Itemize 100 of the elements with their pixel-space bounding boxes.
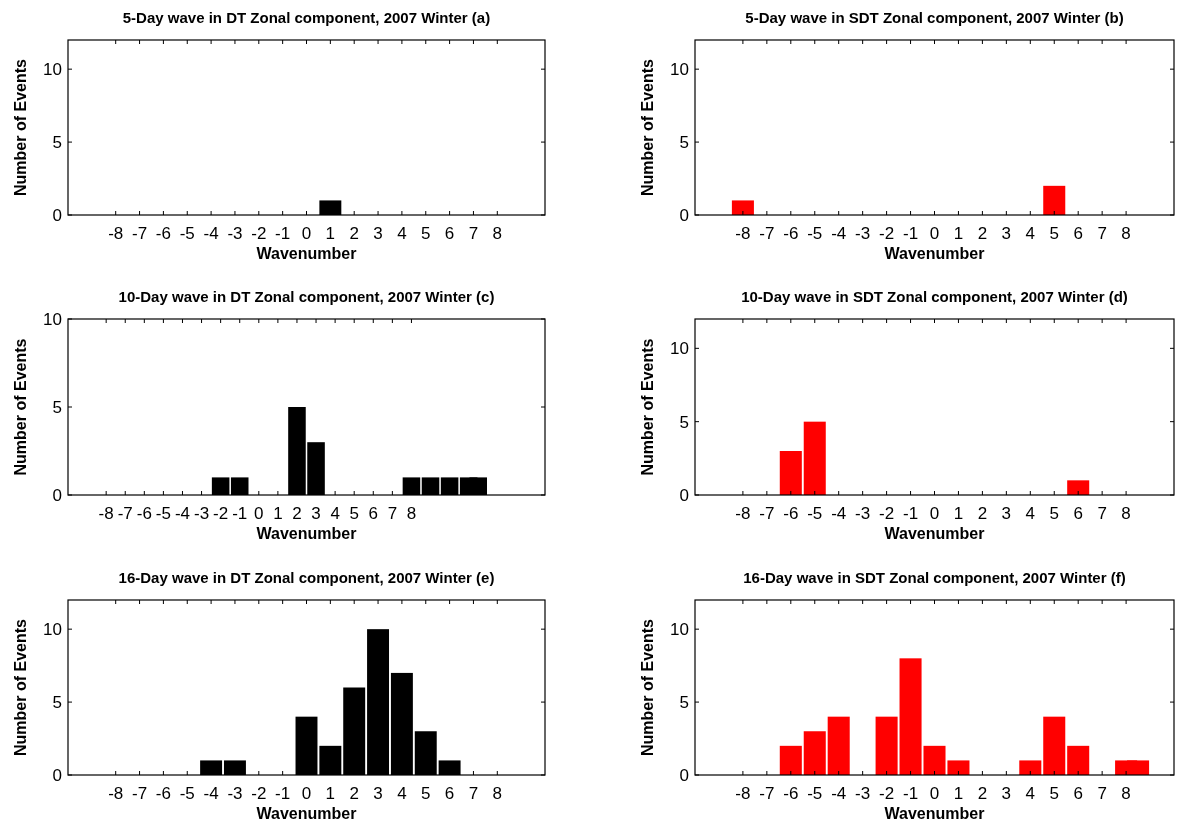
bar [1043, 716, 1066, 775]
x-tick-label: 1 [273, 504, 283, 523]
x-tick-label: -4 [203, 784, 219, 803]
x-tick-label: 0 [301, 224, 312, 243]
x-tick-label: -1 [902, 504, 919, 523]
x-tick-label: 0 [929, 784, 940, 803]
chart-title: 16-Day wave in DT Zonal component, 2007 Winter (e) [118, 569, 495, 586]
x-tick-label: 4 [1025, 784, 1036, 803]
x-tick-label: 6 [1073, 784, 1083, 803]
x-tick-label: -7 [131, 224, 148, 243]
x-axis-title: Wavenumber [256, 525, 357, 542]
chart-title: 10-Day wave in SDT Zonal component, 2007 Winter (d) [741, 288, 1128, 305]
y-tick-label: 5 [679, 412, 689, 432]
x-tick-label: 8 [406, 504, 417, 523]
x-tick-label: 6 [444, 224, 455, 243]
chart-title: 5-Day wave in DT Zonal component, 2007 Winter (a) [122, 9, 491, 26]
x-tick-label: 3 [373, 784, 383, 803]
y-tick-label: 5 [52, 693, 62, 713]
x-tick-label: -4 [831, 784, 847, 803]
x-tick-label: -1 [902, 224, 919, 243]
y-tick-label: 10 [43, 310, 62, 329]
x-axis-title: Wavenumber [884, 525, 985, 542]
x-tick-label: -4 [831, 224, 847, 243]
y-tick-label: 10 [670, 620, 689, 640]
chart-title: 10-Day wave in DT Zonal component, 2007 Winter (c) [118, 288, 495, 305]
x-axis-title: Wavenumber [256, 805, 357, 822]
x-tick-label: -2 [251, 784, 267, 803]
y-axis-title: Number of Events [12, 618, 29, 756]
x-tick-label: 0 [301, 784, 312, 803]
x-tick-label: 5 [421, 784, 431, 803]
x-tick-label: 7 [468, 224, 479, 243]
x-tick-label: -6 [155, 784, 171, 803]
x-tick-label: 1 [953, 784, 964, 803]
x-tick-label: -7 [131, 784, 148, 803]
bar [779, 451, 802, 495]
x-tick-label: -1 [902, 784, 919, 803]
y-tick-label: 0 [52, 486, 62, 505]
y-tick-label: 0 [52, 766, 62, 785]
x-tick-label: 7 [387, 504, 398, 523]
x-tick-label: -8 [735, 224, 751, 243]
x-tick-label: -7 [759, 504, 775, 523]
x-tick-label: -5 [807, 224, 823, 243]
x-tick-label: 3 [1001, 224, 1012, 243]
x-tick-label: -6 [783, 504, 799, 523]
x-tick-label: 2 [349, 224, 359, 243]
x-tick-label: 2 [977, 504, 988, 523]
x-tick-label: 7 [1097, 504, 1107, 523]
x-tick-label: -6 [136, 504, 152, 523]
x-tick-label: 3 [1001, 504, 1012, 523]
y-tick-label: 0 [679, 486, 689, 505]
x-tick-label: -1 [275, 784, 291, 803]
x-tick-label: 4 [1025, 224, 1036, 243]
x-tick-label: 1 [953, 504, 964, 523]
x-tick-label: 1 [325, 784, 336, 803]
x-tick-label: -2 [251, 224, 267, 243]
x-tick-label: 0 [929, 224, 940, 243]
x-tick-label: -4 [831, 504, 847, 523]
x-tick-label: -7 [759, 784, 775, 803]
x-tick-label: -3 [227, 224, 243, 243]
bar [779, 745, 802, 775]
x-tick-label: 8 [492, 224, 503, 243]
x-tick-label: -8 [98, 504, 114, 523]
x-tick-label: -5 [179, 224, 195, 243]
x-tick-label: -5 [179, 784, 195, 803]
x-tick-label: 6 [1073, 504, 1083, 523]
x-tick-label: -5 [155, 504, 171, 523]
x-tick-label: 5 [349, 504, 359, 523]
x-tick-label: -8 [108, 784, 124, 803]
x-tick-label: 7 [1097, 784, 1107, 803]
y-axis-title: Number of Events [639, 58, 656, 196]
y-tick-label: 10 [670, 60, 689, 80]
y-tick-label: 5 [52, 398, 62, 417]
x-tick-label: 4 [330, 504, 340, 523]
y-tick-label: 5 [679, 693, 689, 713]
x-tick-label: 4 [397, 224, 407, 243]
y-axis-title: Number of Events [639, 618, 656, 756]
chart-title: 5-Day wave in SDT Zonal component, 2007 Winter (b) [745, 9, 1124, 26]
x-tick-label: 2 [977, 784, 988, 803]
x-tick-label: -8 [735, 784, 751, 803]
x-tick-label: -5 [807, 504, 823, 523]
x-tick-label: 5 [1049, 224, 1059, 243]
bar [827, 716, 850, 775]
y-axis-title: Number of Events [12, 338, 29, 476]
x-tick-label: 8 [492, 784, 503, 803]
x-tick-label: 8 [1121, 784, 1131, 803]
x-tick-label: -3 [194, 504, 210, 523]
x-tick-label: 3 [1001, 784, 1012, 803]
bar [803, 731, 826, 775]
y-tick-label: 0 [52, 206, 62, 225]
x-tick-label: -1 [232, 504, 248, 523]
x-tick-label: 1 [953, 224, 964, 243]
x-tick-label: -6 [783, 784, 799, 803]
x-tick-label: 0 [929, 504, 940, 523]
x-tick-label: -1 [275, 224, 291, 243]
x-tick-label: -2 [213, 504, 229, 523]
y-tick-label: 5 [52, 133, 62, 153]
y-tick-label: 10 [670, 339, 689, 359]
chart-title: 16-Day wave in SDT Zonal component, 2007 Winter (f) [743, 569, 1126, 586]
x-tick-label: -7 [759, 224, 775, 243]
bar [1067, 745, 1090, 775]
